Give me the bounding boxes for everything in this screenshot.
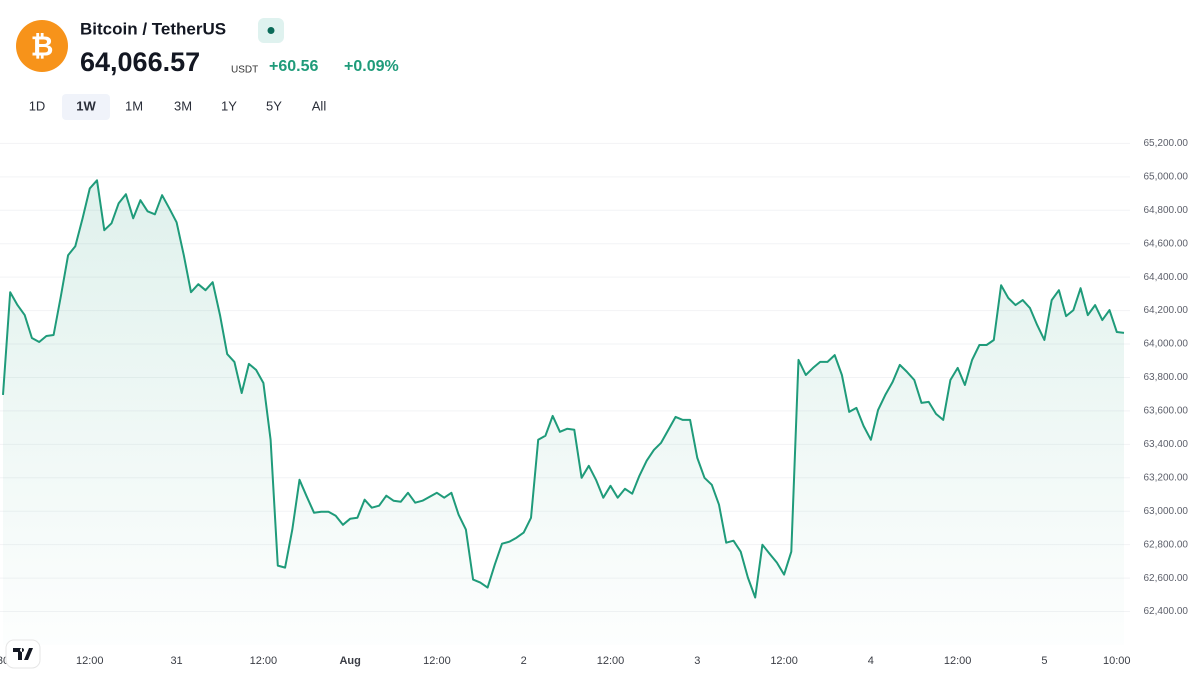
- brand-logo[interactable]: [5, 639, 41, 669]
- x-tick-label: 12:00: [597, 655, 625, 667]
- y-tick-label: 65,000.00: [1144, 171, 1189, 182]
- x-tick-label: Aug: [339, 655, 360, 667]
- price: 64,066.57: [80, 47, 200, 77]
- x-tick-label: 10:00: [1103, 655, 1131, 667]
- price-change: +60.56: [269, 58, 318, 75]
- y-tick-label: 63,800.00: [1144, 372, 1189, 383]
- y-tick-label: 62,400.00: [1144, 606, 1189, 617]
- timeframe-button[interactable]: 1Y: [221, 98, 237, 113]
- y-tick-label: 62,800.00: [1144, 539, 1189, 550]
- timeframe-button[interactable]: 1D: [29, 98, 46, 113]
- symbol-title: Bitcoin / TetherUS: [80, 19, 226, 38]
- x-tick-label: 12:00: [944, 655, 972, 667]
- y-tick-label: 63,000.00: [1144, 506, 1189, 517]
- y-tick-label: 64,400.00: [1144, 272, 1189, 283]
- plot-area: 62,400.00 62,600.00 62,800.00 63,000.00 63,2…: [0, 138, 1188, 667]
- timeframe-button[interactable]: 5Y: [266, 98, 282, 113]
- timeframe-button[interactable]: All: [312, 98, 327, 113]
- price-change-percent: +0.09%: [344, 58, 399, 75]
- x-tick-label: 12:00: [423, 655, 451, 667]
- timeframe-bar: 1D 1W 1M 3M 1Y 5Y All: [29, 94, 327, 120]
- timeframe-active-bg: [62, 94, 110, 120]
- x-tick-label: 31: [170, 655, 182, 667]
- y-tick-label: 63,600.00: [1144, 406, 1189, 417]
- x-tick-label: 3: [694, 655, 700, 667]
- timeframe-button[interactable]: 3M: [174, 98, 192, 113]
- x-tick-label: 4: [868, 655, 874, 667]
- y-tick-label: 64,600.00: [1144, 238, 1189, 249]
- price-line: [2, 179, 1125, 599]
- coin-logo: [16, 20, 68, 72]
- y-tick-label: 62,600.00: [1144, 573, 1189, 584]
- currency: USDT: [231, 65, 258, 76]
- y-tick-label: 65,200.00: [1144, 138, 1189, 149]
- x-tick-label: 30: [0, 655, 9, 667]
- x-tick-label: 12:00: [770, 655, 798, 667]
- y-tick-label: 64,200.00: [1144, 305, 1189, 316]
- y-tick-label: 63,400.00: [1144, 439, 1189, 450]
- area-fill: [3, 180, 1124, 646]
- timeframe-button[interactable]: 1M: [125, 98, 143, 113]
- x-tick-label: 2: [521, 655, 527, 667]
- x-tick-label: 5: [1041, 655, 1047, 667]
- x-tick-label: 12:00: [250, 655, 278, 667]
- coin-logo-glyph: ₿: [31, 30, 54, 61]
- y-tick-label: 64,000.00: [1144, 339, 1189, 350]
- y-tick-label: 63,200.00: [1144, 472, 1189, 483]
- y-tick-label: 64,800.00: [1144, 205, 1189, 216]
- timeframe-button[interactable]: 1W: [76, 98, 96, 113]
- market-status-dot: [267, 27, 275, 34]
- x-tick-label: 12:00: [76, 655, 104, 667]
